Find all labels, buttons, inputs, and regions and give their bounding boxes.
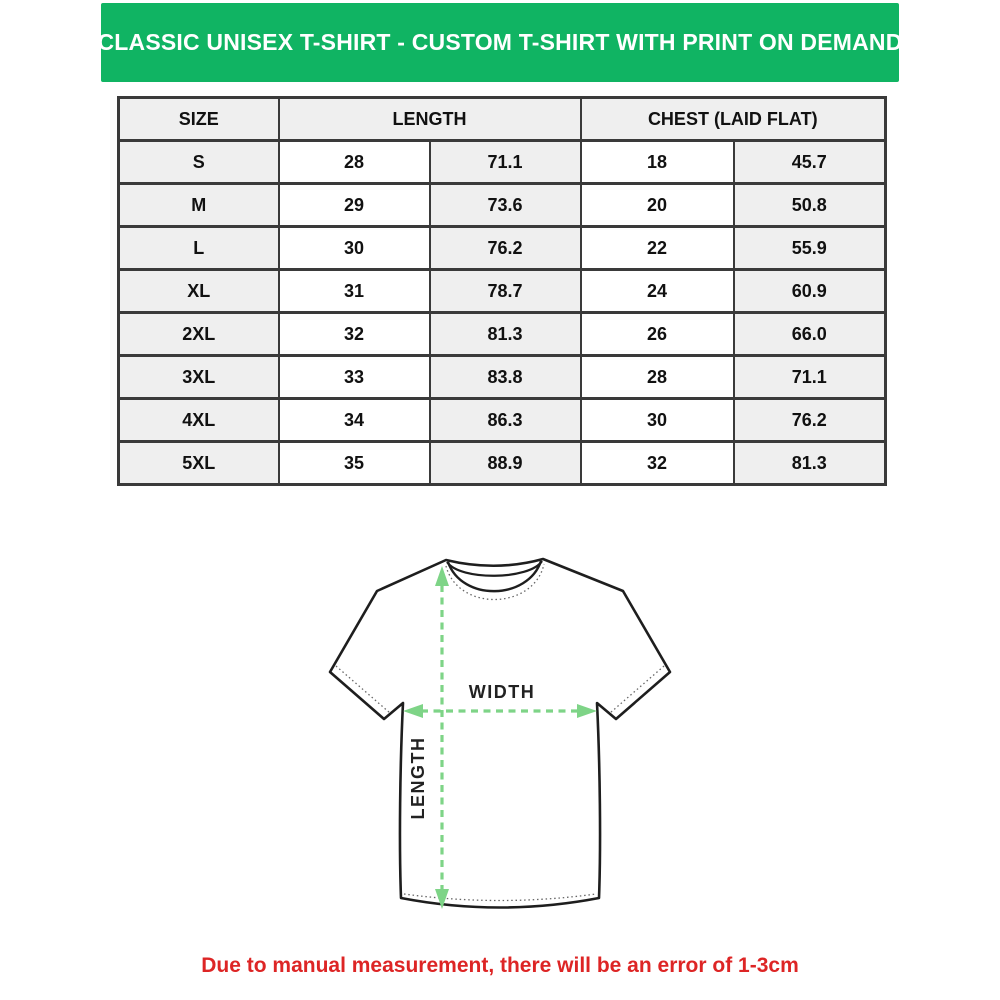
- page-title: CLASSIC UNISEX T-SHIRT - CUSTOM T-SHIRT …: [97, 29, 903, 55]
- table-cell: 31: [277, 268, 431, 314]
- table-cell: 4XL: [117, 397, 280, 443]
- measurement-note: Due to manual measurement, there will be…: [201, 954, 799, 977]
- table-cell: 45.7: [732, 139, 887, 185]
- table-cell: 71.1: [732, 354, 887, 400]
- table-row: 2XL 32 81.3 26 66.0: [117, 311, 887, 357]
- table-cell: 22: [579, 225, 735, 271]
- table-cell: 30: [277, 225, 431, 271]
- table-row: 5XL 35 88.9 32 81.3: [117, 440, 887, 486]
- table-cell: 78.7: [428, 268, 582, 314]
- table-cell: 28: [277, 139, 431, 185]
- table-header-row: SIZE LENGTH CHEST (LAID FLAT): [117, 96, 887, 142]
- table-cell: 55.9: [732, 225, 887, 271]
- header-size: SIZE: [117, 96, 280, 142]
- table-cell: XL: [117, 268, 280, 314]
- table-cell: 26: [579, 311, 735, 357]
- table-cell: 30: [579, 397, 735, 443]
- length-arrow: [435, 566, 449, 909]
- tshirt-outline: [328, 557, 672, 909]
- table-cell: 28: [579, 354, 735, 400]
- size-chart-table: SIZE LENGTH CHEST (LAID FLAT) S 28 71.1 …: [117, 96, 888, 486]
- table-cell: 20: [579, 182, 735, 228]
- table-cell: 3XL: [117, 354, 280, 400]
- table-cell: 5XL: [117, 440, 280, 486]
- table-cell: 86.3: [428, 397, 582, 443]
- table-cell: 66.0: [732, 311, 887, 357]
- table-cell: 81.3: [428, 311, 582, 357]
- table-cell: 32: [277, 311, 431, 357]
- table-cell: 81.3: [732, 440, 887, 486]
- width-arrow: [403, 704, 597, 718]
- table-cell: 2XL: [117, 311, 280, 357]
- table-row: 4XL 34 86.3 30 76.2: [117, 397, 887, 443]
- table-cell: 76.2: [732, 397, 887, 443]
- table-cell: 35: [277, 440, 431, 486]
- table-cell: 18: [579, 139, 735, 185]
- table-row: S 28 71.1 18 45.7: [117, 139, 887, 185]
- table-cell: S: [117, 139, 280, 185]
- table-cell: 83.8: [428, 354, 582, 400]
- table-cell: 32: [579, 440, 735, 486]
- title-banner: CLASSIC UNISEX T-SHIRT - CUSTOM T-SHIRT …: [97, 3, 902, 82]
- length-label: LENGTH: [408, 737, 428, 820]
- tshirt-diagram: WIDTH LENGTH: [300, 545, 700, 945]
- table-row: XL 31 78.7 24 60.9: [117, 268, 887, 314]
- table-cell: 88.9: [428, 440, 582, 486]
- table-cell: 50.8: [732, 182, 887, 228]
- table-row: L 30 76.2 22 55.9: [117, 225, 887, 271]
- table-cell: 24: [579, 268, 735, 314]
- table-cell: 34: [277, 397, 431, 443]
- table-cell: 60.9: [732, 268, 887, 314]
- table-cell: 29: [277, 182, 431, 228]
- table-cell: M: [117, 182, 280, 228]
- width-label: WIDTH: [469, 682, 535, 702]
- table-cell: L: [117, 225, 280, 271]
- header-chest: CHEST (LAID FLAT): [579, 96, 887, 142]
- table-cell: 33: [277, 354, 431, 400]
- table-row: 3XL 33 83.8 28 71.1: [117, 354, 887, 400]
- header-length: LENGTH: [277, 96, 582, 142]
- table-cell: 76.2: [428, 225, 582, 271]
- table-cell: 71.1: [428, 139, 582, 185]
- table-cell: 73.6: [428, 182, 582, 228]
- table-row: M 29 73.6 20 50.8: [117, 182, 887, 228]
